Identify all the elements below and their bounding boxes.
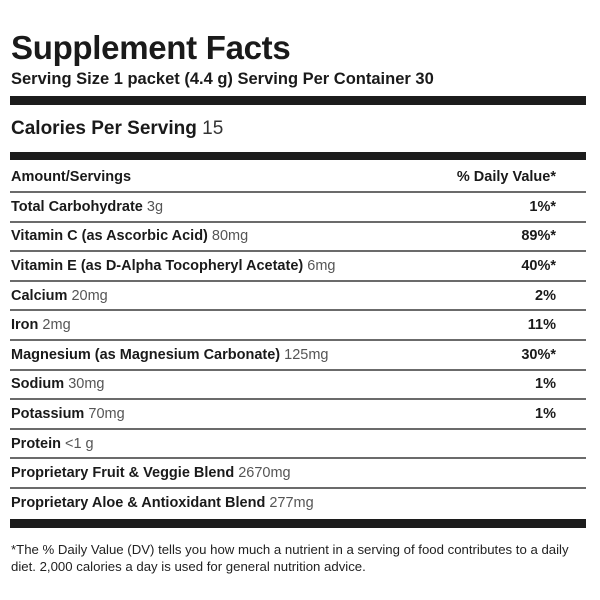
- nutrient-cell: Magnesium (as Magnesium Carbonate) 125mg: [10, 347, 328, 363]
- nutrient-name: Potassium: [11, 405, 85, 422]
- nutrient-cell: Proprietary Fruit & Veggie Blend 2670mg: [10, 465, 291, 481]
- nutrient-name: Calcium: [11, 287, 68, 304]
- nutrient-cell: Total Carbohydrate 3g: [10, 199, 163, 215]
- nutrient-name: Sodium: [11, 376, 65, 393]
- calories-per-serving: Calories Per Serving 15: [11, 117, 223, 141]
- nutrient-amount: 80mg: [211, 228, 249, 245]
- calories-label: Calories Per Serving: [11, 118, 197, 139]
- table-header: Amount/Servings % Daily Value*: [10, 163, 586, 193]
- table-row: Iron 2mg 11%: [10, 311, 586, 341]
- nutrient-amount: <1 g: [64, 435, 94, 452]
- thick-divider: [10, 96, 586, 105]
- table-row: Calcium 20mg 2%: [10, 282, 586, 312]
- nutrient-amount: 6mg: [307, 257, 336, 274]
- nutrient-table: Amount/Servings % Daily Value* Total Car…: [10, 163, 586, 517]
- nutrient-dv: 1%*: [529, 198, 556, 215]
- table-row: Proprietary Aloe & Antioxidant Blend 277…: [10, 489, 586, 517]
- nutrient-dv: 1%: [535, 376, 556, 393]
- nutrient-cell: Potassium 70mg: [10, 406, 125, 422]
- nutrient-name: Total Carbohydrate: [11, 198, 143, 215]
- nutrient-cell: Vitamin C (as Ascorbic Acid) 80mg: [10, 228, 248, 244]
- nutrient-name: Protein: [11, 435, 61, 452]
- nutrient-cell: Sodium 30mg: [10, 376, 104, 392]
- table-row: Vitamin E (as D-Alpha Tocopheryl Acetate…: [10, 252, 586, 282]
- nutrient-amount: 125mg: [284, 346, 329, 363]
- nutrient-amount: 20mg: [71, 287, 108, 304]
- thick-divider: [10, 152, 586, 160]
- nutrient-amount: 277mg: [269, 494, 314, 511]
- nutrient-dv: 11%: [527, 317, 556, 334]
- table-row: Protein <1 g: [10, 430, 586, 460]
- nutrient-amount: 2mg: [42, 317, 71, 334]
- daily-value-header: % Daily Value*: [456, 169, 556, 185]
- calories-value: 15: [202, 118, 224, 139]
- nutrient-amount: 2670mg: [238, 465, 291, 482]
- nutrient-cell: Iron 2mg: [10, 317, 71, 333]
- nutrient-amount: 30mg: [68, 376, 105, 393]
- table-row: Proprietary Fruit & Veggie Blend 2670mg: [10, 459, 586, 489]
- thick-divider: [10, 519, 586, 528]
- nutrient-dv: 1%: [535, 405, 556, 422]
- nutrient-name: Vitamin C (as Ascorbic Acid): [11, 228, 208, 245]
- table-row: Sodium 30mg 1%: [10, 371, 586, 401]
- table-row: Total Carbohydrate 3g 1%*: [10, 193, 586, 223]
- nutrient-cell: Protein <1 g: [10, 436, 94, 452]
- nutrient-cell: Calcium 20mg: [10, 288, 108, 304]
- table-row: Potassium 70mg 1%: [10, 400, 586, 430]
- nutrient-cell: Vitamin E (as D-Alpha Tocopheryl Acetate…: [10, 258, 335, 274]
- nutrient-name: Proprietary Aloe & Antioxidant Blend: [11, 494, 266, 511]
- panel-title: Supplement Facts: [11, 29, 291, 66]
- nutrient-amount: 70mg: [88, 405, 125, 422]
- nutrient-name: Magnesium (as Magnesium Carbonate): [11, 346, 281, 363]
- nutrient-name: Vitamin E (as D-Alpha Tocopheryl Acetate…: [11, 257, 304, 274]
- daily-value-footnote: *The % Daily Value (DV) tells you how mu…: [11, 542, 569, 574]
- nutrient-dv: 89%*: [521, 228, 556, 245]
- nutrient-name: Proprietary Fruit & Veggie Blend: [11, 465, 235, 482]
- serving-info: Serving Size 1 packet (4.4 g) Serving Pe…: [11, 70, 434, 88]
- table-row: Vitamin C (as Ascorbic Acid) 80mg 89%*: [10, 223, 586, 253]
- nutrient-dv: 30%*: [521, 346, 556, 363]
- amount-header: Amount/Servings: [11, 169, 132, 185]
- nutrient-cell: Proprietary Aloe & Antioxidant Blend 277…: [10, 495, 314, 511]
- nutrient-dv: 40%*: [521, 257, 556, 274]
- nutrient-dv: 2%: [535, 287, 556, 304]
- nutrient-name: Iron: [11, 317, 39, 334]
- table-row: Magnesium (as Magnesium Carbonate) 125mg…: [10, 341, 586, 371]
- nutrient-amount: 3g: [146, 198, 164, 215]
